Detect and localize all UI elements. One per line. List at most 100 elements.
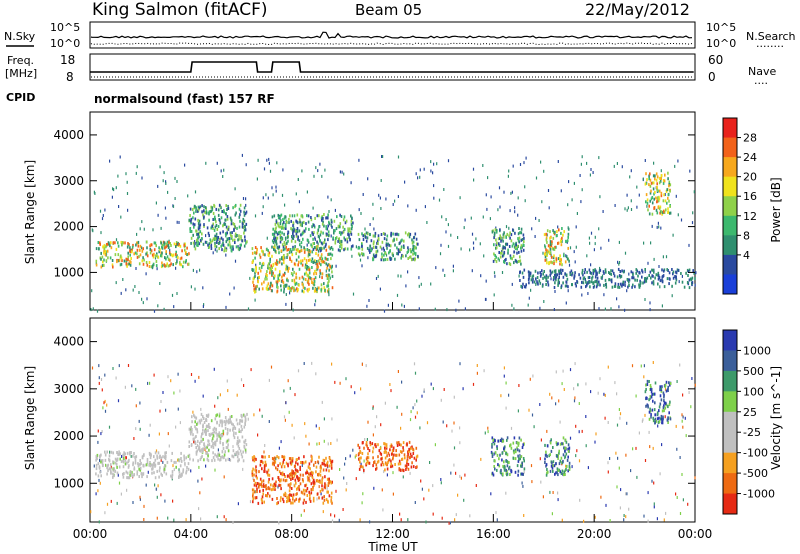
echo-cell [415, 446, 418, 450]
echo-cell [301, 263, 304, 267]
echo-cell [171, 470, 174, 474]
echo-cell [198, 242, 201, 246]
echo-cell [97, 462, 100, 466]
echo-cell [689, 277, 692, 281]
echo-cell [510, 239, 513, 243]
echo-cell [659, 385, 661, 389]
echo-cell [595, 269, 597, 273]
echo-cell [497, 439, 499, 443]
echo-cell [150, 249, 153, 253]
echo-cell [571, 273, 573, 277]
echo-cell [292, 221, 295, 225]
echo-cell [385, 462, 387, 466]
echo-cell [304, 484, 306, 488]
echo-cell [226, 238, 229, 242]
echo-cell [616, 392, 618, 396]
echo-cell [500, 471, 502, 475]
echo-cell [264, 444, 266, 447]
echo-cell [648, 212, 651, 216]
echo-cell [117, 452, 119, 456]
echo-cell [624, 207, 626, 211]
echo-cell [103, 251, 105, 255]
echo-cell [632, 447, 634, 451]
echo-cell [531, 275, 534, 279]
echo-cell [358, 457, 361, 461]
echo-cell [99, 209, 102, 213]
echo-cell [202, 213, 204, 217]
echo-cell [490, 195, 492, 199]
echo-cell [199, 449, 202, 453]
echo-cell [493, 233, 496, 237]
echo-cell [316, 288, 318, 292]
echo-cell [517, 469, 520, 473]
echo-cell [636, 278, 638, 282]
echo-cell [383, 248, 385, 252]
echo-cell [689, 169, 691, 173]
echo-cell [485, 279, 487, 283]
echo-cell [569, 368, 572, 372]
echo-cell [155, 244, 157, 248]
echo-cell [359, 253, 361, 257]
echo-cell [169, 251, 171, 255]
echo-cell [208, 218, 210, 222]
colorbar-tick-label: 4 [743, 249, 750, 262]
echo-cell [127, 460, 130, 464]
echo-cell [611, 285, 614, 289]
echo-cell [287, 483, 290, 487]
echo-cell [287, 269, 289, 273]
echo-cell [149, 464, 152, 468]
echo-cell [161, 261, 163, 265]
echo-cell [146, 263, 149, 267]
echo-cell [522, 443, 524, 447]
echo-cell [328, 252, 330, 256]
echo-cell [663, 393, 665, 397]
echo-cell [432, 171, 434, 175]
echo-cell [340, 239, 343, 243]
echo-cell [331, 417, 333, 421]
echo-cell [617, 267, 620, 271]
echo-cell [535, 283, 537, 286]
echo-cell [379, 245, 382, 249]
echo-cell [329, 480, 332, 484]
echo-cell [163, 470, 166, 474]
echo-cell [234, 187, 236, 191]
echo-cell [213, 458, 216, 462]
echo-cell [225, 234, 227, 238]
echo-cell [328, 469, 330, 473]
echo-cell [382, 246, 385, 250]
echo-cell [101, 264, 103, 268]
echo-cell [275, 457, 277, 461]
echo-cell [402, 254, 404, 258]
echo-cell [371, 247, 373, 251]
echo-cell [284, 479, 287, 483]
echo-cell [108, 425, 111, 429]
echo-cell [651, 212, 654, 216]
echo-cell [222, 175, 224, 178]
echo-cell [319, 249, 322, 253]
echo-cell [315, 372, 317, 376]
echo-cell [156, 516, 158, 520]
echo-cell [222, 243, 225, 247]
echo-cell [567, 449, 570, 453]
echo-cell [521, 481, 523, 485]
echo-cell [641, 270, 644, 274]
echo-cell [446, 308, 448, 312]
echo-cell [275, 189, 277, 193]
echo-cell [349, 230, 352, 234]
echo-cell [383, 253, 385, 257]
echo-cell [667, 405, 669, 409]
echo-cell [261, 287, 264, 291]
echo-cell [316, 245, 319, 249]
colorbar-segment [723, 370, 737, 392]
echo-cell [293, 484, 296, 488]
echo-cell [323, 241, 325, 244]
echo-cell [166, 255, 169, 259]
echo-cell [671, 268, 673, 271]
echo-cell [231, 422, 233, 426]
echo-cell [401, 253, 403, 257]
echo-cell [267, 486, 270, 490]
echo-cell [299, 243, 301, 247]
echo-cell [331, 501, 333, 505]
echo-cell [589, 280, 591, 284]
echo-cell [433, 162, 435, 166]
